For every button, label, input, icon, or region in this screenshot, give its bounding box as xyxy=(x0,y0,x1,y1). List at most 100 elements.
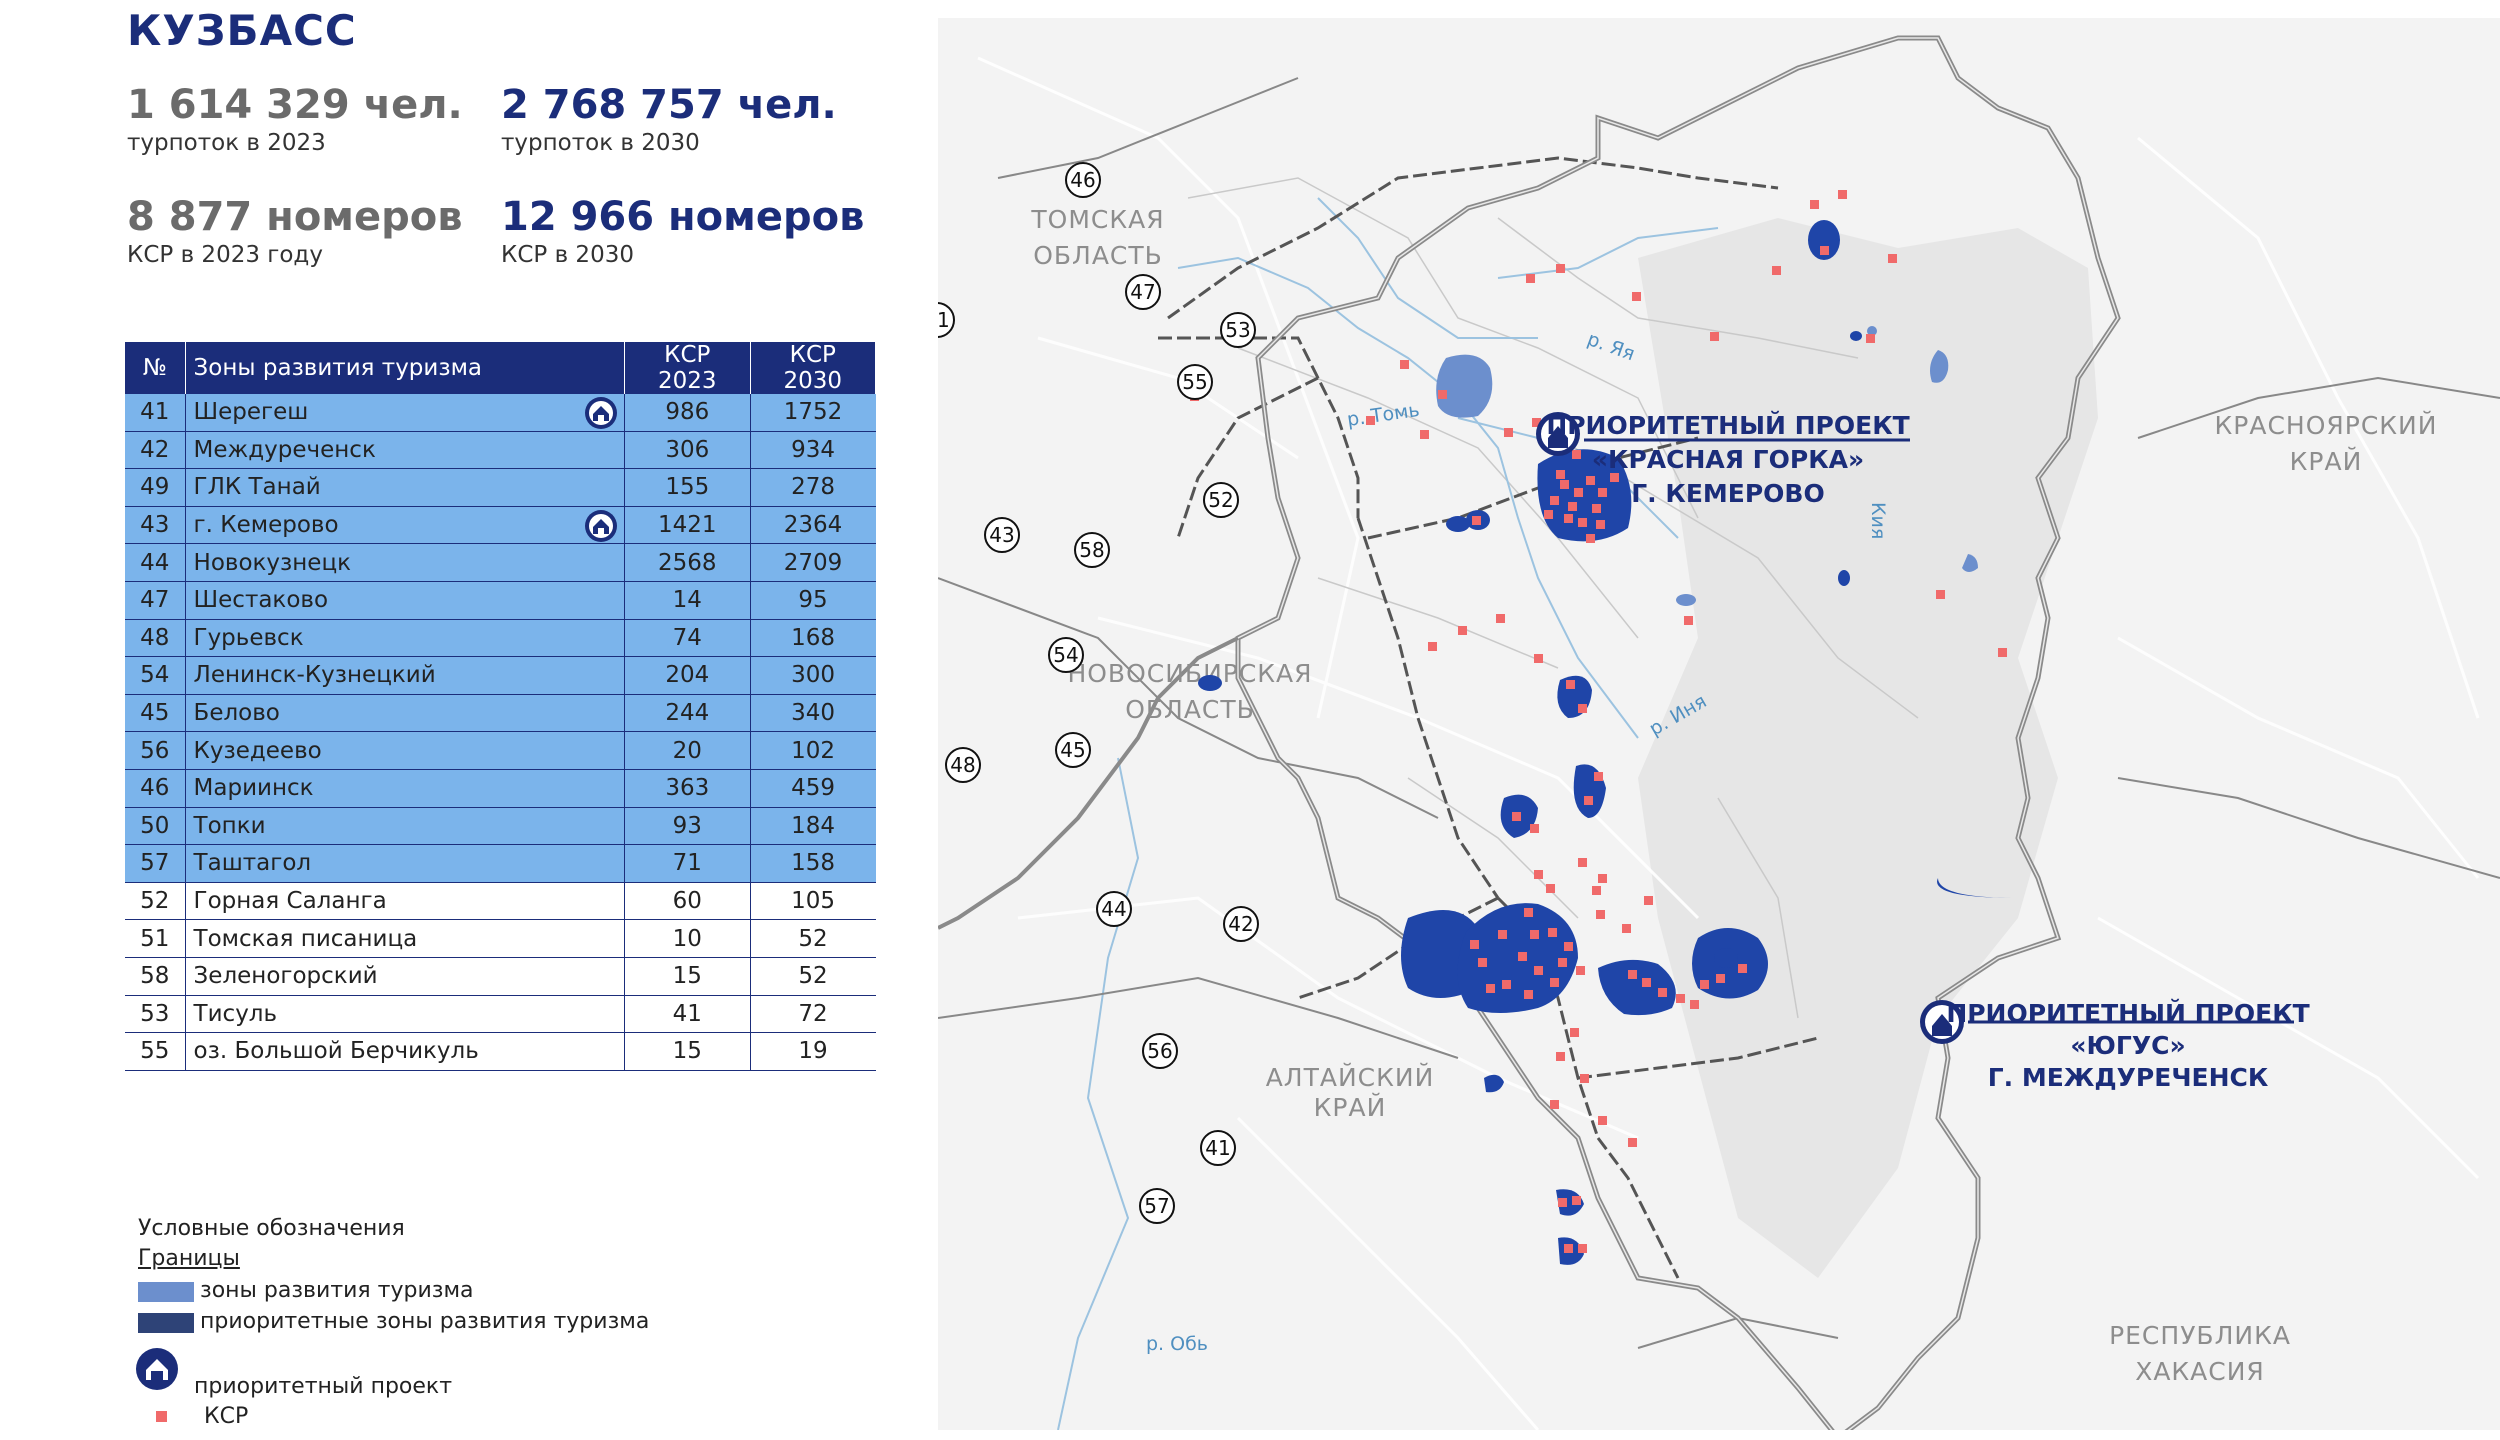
table-cell-ksr-2023: 60 xyxy=(624,882,751,921)
table-cell-ksr-2030: 95 xyxy=(750,581,876,620)
table-cell-ksr-2030: 105 xyxy=(750,882,876,921)
table-cell-zone: Таштагол xyxy=(185,844,626,883)
table-cell-ksr-2023: 10 xyxy=(624,919,751,958)
region-map-svg[interactable]: ТОМСКАЯ ОБЛАСТЬ НОВОСИБИРСКАЯ ОБЛАСТЬ КР… xyxy=(938,18,2500,1430)
zone-number-label: 52 xyxy=(1203,482,1239,518)
table-cell-zone: Ленинск-Кузнецкий xyxy=(185,656,626,695)
svg-text:51: 51 xyxy=(938,308,950,332)
svg-text:Г. КЕМЕРОВО: Г. КЕМЕРОВО xyxy=(1631,479,1824,508)
table-cell-ksr-2023: 306 xyxy=(624,431,751,470)
stat-tourists-2023: 1 614 329 чел. турпоток в 2023 xyxy=(127,82,463,156)
table-cell-number: 52 xyxy=(125,882,186,921)
table-cell-ksr-2023: 244 xyxy=(624,694,751,733)
table-cell-zone: оз. Большой Берчикуль xyxy=(185,1032,626,1071)
ksr-markers xyxy=(1190,190,2007,1253)
svg-text:АЛТАЙСКИЙ: АЛТАЙСКИЙ xyxy=(1266,1063,1435,1092)
table-cell-zone: Кузедеево xyxy=(185,731,626,770)
priority-project-marker-mezhdurechensk[interactable] xyxy=(1920,1000,1964,1044)
table-cell-ksr-2030: 2709 xyxy=(750,543,876,582)
table-cell-ksr-2030: 2364 xyxy=(750,506,876,545)
table-cell-ksr-2023: 71 xyxy=(624,844,751,883)
svg-text:ХАКАСИЯ: ХАКАСИЯ xyxy=(2135,1357,2265,1386)
table-cell-ksr-2023: 204 xyxy=(624,656,751,695)
svg-text:Кия: Кия xyxy=(1867,502,1889,539)
table-row: 41 Шерегеш 986 1752 xyxy=(125,394,876,432)
svg-text:58: 58 xyxy=(1079,538,1104,562)
priority-project-icon xyxy=(136,1348,178,1390)
stat-rooms-2030: 12 966 номеров КСР в 2030 xyxy=(501,194,865,268)
svg-text:КРАЙ: КРАЙ xyxy=(1314,1093,1387,1122)
table-cell-number: 45 xyxy=(125,694,186,733)
svg-text:ОБЛАСТЬ: ОБЛАСТЬ xyxy=(1125,695,1255,724)
table-row: 50 Топки 93 184 xyxy=(125,807,876,846)
svg-text:НОВОСИБИРСКАЯ: НОВОСИБИРСКАЯ xyxy=(1067,659,1312,688)
table-cell-ksr-2030: 278 xyxy=(750,468,876,507)
table-row: 51 Томская писаница 10 52 xyxy=(125,919,876,958)
svg-text:48: 48 xyxy=(950,753,975,777)
table-cell-ksr-2030: 158 xyxy=(750,844,876,883)
zone-number-label: 54 xyxy=(1048,637,1084,673)
table-cell-ksr-2023: 2568 xyxy=(624,543,751,582)
zone-number-label: 43 xyxy=(984,517,1020,553)
svg-text:ТОМСКАЯ: ТОМСКАЯ xyxy=(1030,205,1164,234)
table-row: 42 Междуреченск 306 934 xyxy=(125,431,876,470)
table-cell-number: 42 xyxy=(125,431,186,470)
svg-text:КРАСНОЯРСКИЙ: КРАСНОЯРСКИЙ xyxy=(2215,411,2438,440)
zone-number-label: 47 xyxy=(1125,274,1161,310)
zone-number-label: 42 xyxy=(1223,906,1259,942)
zone-number-label: 46 xyxy=(1065,162,1101,198)
table-cell-ksr-2030: 52 xyxy=(750,919,876,958)
table-header-row: № Зоны развития туризма КСР 2023 КСР 203… xyxy=(125,342,877,394)
tourism-zones-light xyxy=(1436,326,1978,606)
table-row: 45 Белово 244 340 xyxy=(125,694,876,733)
legend-priority-project-label: приоритетный проект xyxy=(194,1374,453,1399)
table-cell-ksr-2030: 102 xyxy=(750,731,876,770)
page-title: КУЗБАСС xyxy=(127,6,357,55)
ksr-marker-icon xyxy=(156,1411,167,1422)
svg-text:р. Обь: р. Обь xyxy=(1146,1333,1208,1355)
table-cell-number: 49 xyxy=(125,468,186,507)
zone-number-label: 44 xyxy=(1096,891,1132,927)
zone-number-label: 58 xyxy=(1074,532,1110,568)
table-row: 43 г. Кемерово 1421 2364 xyxy=(125,506,876,545)
table-cell-ksr-2023: 93 xyxy=(624,807,751,846)
table-cell-ksr-2030: 340 xyxy=(750,694,876,733)
table-cell-number: 57 xyxy=(125,844,186,883)
map[interactable]: ТОМСКАЯ ОБЛАСТЬ НОВОСИБИРСКАЯ ОБЛАСТЬ КР… xyxy=(938,18,2500,1430)
table-cell-ksr-2030: 459 xyxy=(750,769,876,808)
table-cell-ksr-2030: 52 xyxy=(750,957,876,996)
legend-title: Условные обозначения xyxy=(138,1216,405,1241)
table-cell-number: 48 xyxy=(125,619,186,658)
table-row: 55 оз. Большой Берчикуль 15 19 xyxy=(125,1032,876,1071)
table-cell-zone: Шерегеш xyxy=(185,394,626,432)
svg-text:«ЮГУС»: «ЮГУС» xyxy=(2070,1031,2185,1060)
svg-text:53: 53 xyxy=(1225,318,1250,342)
svg-text:56: 56 xyxy=(1147,1039,1172,1063)
svg-text:54: 54 xyxy=(1053,643,1078,667)
col-ksr-2023: КСР 2023 xyxy=(624,342,751,394)
svg-text:43: 43 xyxy=(989,523,1014,547)
zone-number-label: 51 xyxy=(938,302,955,338)
svg-text:46: 46 xyxy=(1070,168,1095,192)
svg-text:45: 45 xyxy=(1060,738,1085,762)
table-row: 53 Тисуль 41 72 xyxy=(125,995,876,1034)
table-cell-number: 43 xyxy=(125,506,186,545)
svg-text:42: 42 xyxy=(1228,912,1253,936)
table-cell-ksr-2030: 184 xyxy=(750,807,876,846)
table-cell-ksr-2030: 19 xyxy=(750,1032,876,1071)
legend-priority-zone-swatch xyxy=(138,1313,194,1333)
table-row: 47 Шестаково 14 95 xyxy=(125,581,876,620)
region-labels: ТОМСКАЯ ОБЛАСТЬ НОВОСИБИРСКАЯ ОБЛАСТЬ КР… xyxy=(1030,205,2438,1386)
table-cell-zone: ГЛК Танай xyxy=(185,468,626,507)
priority-project-marker-kemerovo[interactable] xyxy=(1536,412,1580,456)
svg-text:ОБЛАСТЬ: ОБЛАСТЬ xyxy=(1033,241,1163,270)
table-cell-zone: Тисуль xyxy=(185,995,626,1034)
table-cell-ksr-2030: 1752 xyxy=(750,394,876,432)
table-cell-number: 58 xyxy=(125,957,186,996)
table-cell-number: 50 xyxy=(125,807,186,846)
stat-rooms-2023: 8 877 номеров КСР в 2023 году xyxy=(127,194,463,268)
left-panel: КУЗБАСС 1 614 329 чел. турпоток в 2023 2… xyxy=(0,0,920,1440)
table-cell-zone: Зеленогорский xyxy=(185,957,626,996)
zone-number-label: 57 xyxy=(1139,1188,1175,1224)
table-cell-number: 47 xyxy=(125,581,186,620)
